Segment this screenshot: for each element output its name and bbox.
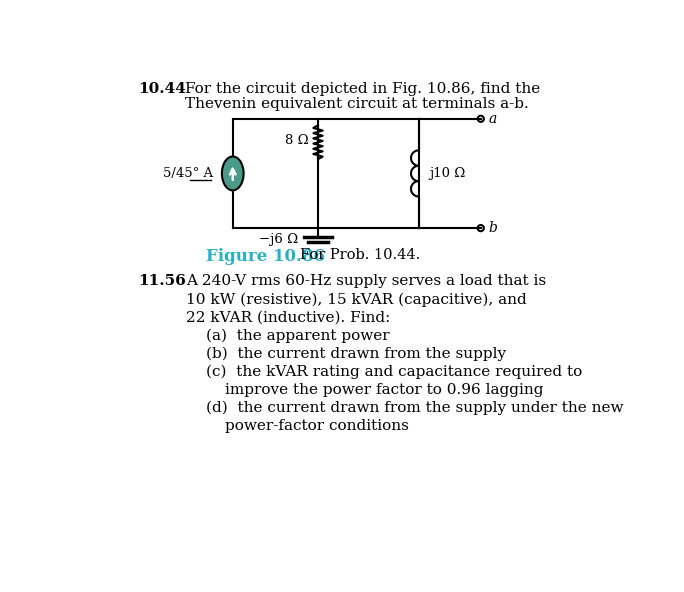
Text: 8 Ω: 8 Ω: [285, 134, 308, 147]
Text: power-factor conditions: power-factor conditions: [225, 419, 409, 433]
Text: (a)  the apparent power: (a) the apparent power: [206, 329, 389, 343]
Text: −j6 Ω: −j6 Ω: [259, 233, 298, 246]
Text: 5/45° A: 5/45° A: [163, 167, 213, 180]
Text: 10 kW (resistive), 15 kVAR (capacitive), and: 10 kW (resistive), 15 kVAR (capacitive),…: [186, 292, 527, 307]
Text: A 240-V rms 60-Hz supply serves a load that is: A 240-V rms 60-Hz supply serves a load t…: [186, 274, 547, 288]
Text: 10.44: 10.44: [138, 82, 186, 96]
Text: For the circuit depicted in Fig. 10.86, find the: For the circuit depicted in Fig. 10.86, …: [185, 82, 540, 96]
Text: 11.56: 11.56: [138, 274, 186, 288]
Text: a: a: [488, 112, 497, 126]
Text: (c)  the kVAR rating and capacitance required to: (c) the kVAR rating and capacitance requ…: [206, 365, 582, 379]
Text: improve the power factor to 0.96 lagging: improve the power factor to 0.96 lagging: [225, 383, 544, 397]
Text: Figure 10.86: Figure 10.86: [206, 248, 325, 265]
Text: b: b: [488, 221, 497, 235]
Text: j10 Ω: j10 Ω: [429, 167, 465, 180]
Text: 22 kVAR (inductive). Find:: 22 kVAR (inductive). Find:: [186, 311, 391, 324]
Ellipse shape: [222, 156, 244, 191]
Text: (b)  the current drawn from the supply: (b) the current drawn from the supply: [206, 347, 505, 361]
Text: (d)  the current drawn from the supply under the new: (d) the current drawn from the supply un…: [206, 401, 623, 416]
Text: Thevenin equivalent circuit at terminals a-b.: Thevenin equivalent circuit at terminals…: [185, 97, 529, 111]
Text: For Prob. 10.44.: For Prob. 10.44.: [300, 248, 421, 262]
